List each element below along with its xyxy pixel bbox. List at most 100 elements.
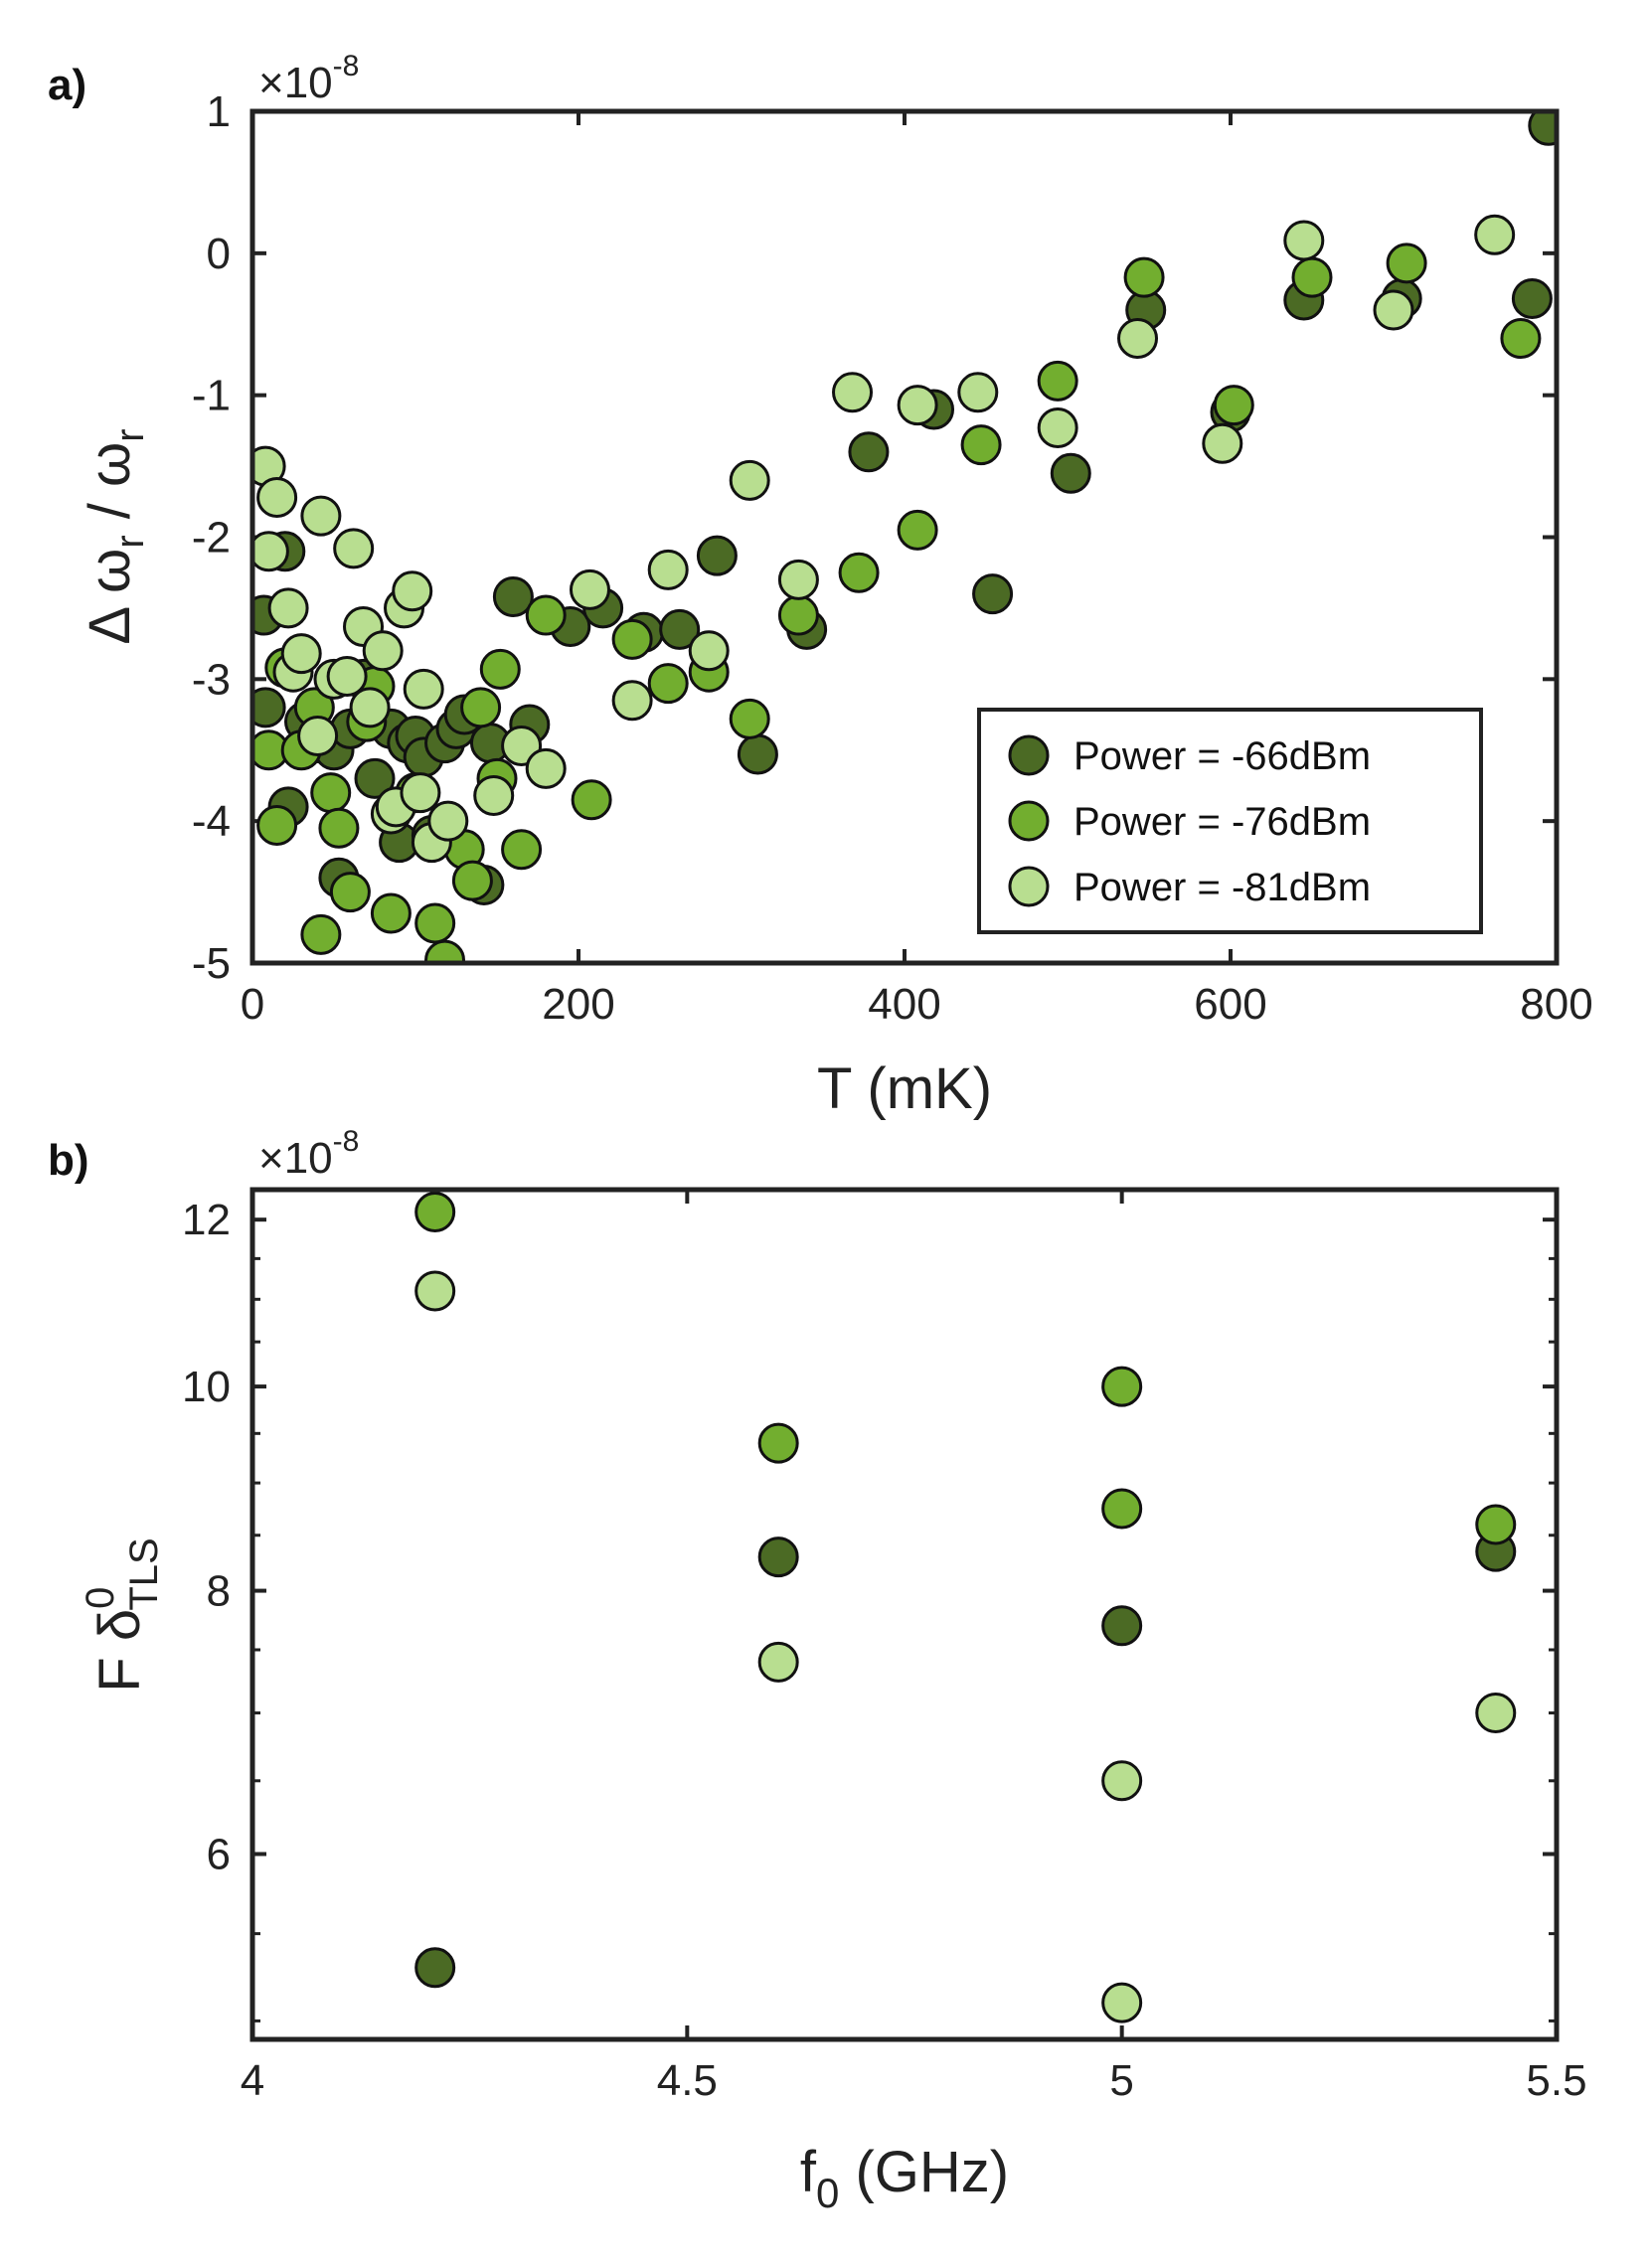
data-point xyxy=(501,829,543,871)
data-point xyxy=(1037,360,1078,402)
data-point xyxy=(611,680,653,722)
panel-b-ticks xyxy=(250,1190,1559,2039)
data-point xyxy=(729,459,770,501)
data-point xyxy=(647,663,689,705)
y-tick-label: -2 xyxy=(192,514,231,563)
data-point xyxy=(403,668,444,710)
data-point xyxy=(318,807,360,849)
x-tick-label: 0 xyxy=(241,980,264,1029)
data-point xyxy=(848,431,890,473)
data-point xyxy=(757,1422,799,1464)
svg-text:F δ0TLS: F δ0TLS xyxy=(79,1537,166,1692)
series-0 xyxy=(414,1531,1517,1989)
data-point xyxy=(1101,1982,1143,2023)
data-point xyxy=(659,608,701,650)
panel-a-exponent: ×10-8 xyxy=(258,50,359,107)
data-point xyxy=(737,733,778,775)
data-point xyxy=(252,687,286,728)
data-point xyxy=(349,687,391,728)
data-point xyxy=(897,509,938,551)
legend-marker-66dbm xyxy=(1008,734,1050,776)
data-point xyxy=(777,559,819,600)
data-point xyxy=(473,774,515,816)
data-point xyxy=(838,552,880,593)
y-tick-label: 8 xyxy=(207,1567,231,1616)
data-point xyxy=(424,939,466,963)
data-point xyxy=(611,618,653,660)
point-layer xyxy=(252,111,1557,963)
y-tick-label: -3 xyxy=(192,655,231,704)
legend-box xyxy=(977,708,1483,934)
data-point xyxy=(960,424,1002,466)
panel-a-x-axis-label: T (mK) xyxy=(817,1056,992,1121)
legend-item-76dbm: Power = -76dBm xyxy=(1008,800,1371,844)
data-point xyxy=(1373,289,1414,331)
panel-b: b) ×10-8 4 4.5 5 5.5 6 8 10 12 f0 (GHz) F δ0TL… xyxy=(48,1125,1587,2216)
data-point xyxy=(1123,256,1165,298)
y-tick-label: -4 xyxy=(192,797,231,846)
y-tick-label: 12 xyxy=(182,1196,231,1244)
y-tick-label: 1 xyxy=(207,87,231,136)
y-tick-label: 0 xyxy=(207,230,231,278)
data-point xyxy=(757,1536,799,1578)
legend-marker-81dbm xyxy=(1008,866,1050,907)
data-point xyxy=(414,1947,456,1989)
legend-marker-76dbm xyxy=(1008,800,1050,842)
legend-label-66dbm: Power = -66dBm xyxy=(1074,734,1371,778)
data-point xyxy=(525,747,567,789)
data-point xyxy=(696,535,738,576)
panel-a: a) ×10-8 0 200 400 600 800 1 0 -1 -2 -3 -4 -5 T (m… xyxy=(48,50,1593,1121)
data-point xyxy=(300,495,342,537)
data-point xyxy=(1475,1504,1517,1545)
series-2 xyxy=(414,1270,1517,2023)
data-point xyxy=(479,648,521,690)
data-point xyxy=(1101,1605,1143,1647)
panel-b-label: b) xyxy=(48,1136,89,1185)
legend-item-66dbm: Power = -66dBm xyxy=(1008,734,1371,778)
y-tick-label: 6 xyxy=(207,1830,231,1878)
data-point xyxy=(256,804,298,846)
data-point xyxy=(1213,385,1254,426)
data-point xyxy=(1202,422,1243,464)
panel-a-axes-box xyxy=(249,108,1560,966)
svg-text:Δ ωr / ωr: Δ ωr / ωr xyxy=(78,428,152,644)
panel-b-x-tick-labels: 4 4.5 5 5.5 xyxy=(241,2056,1587,2105)
data-point xyxy=(326,655,368,697)
data-point xyxy=(832,372,874,413)
data-point xyxy=(414,1270,456,1312)
panel-b-y-axis-label: F δ0TLS xyxy=(79,1537,166,1692)
data-point xyxy=(1283,220,1325,261)
data-point xyxy=(1291,256,1333,298)
data-point xyxy=(492,575,534,617)
data-point xyxy=(1528,111,1557,146)
data-point xyxy=(280,633,322,675)
data-point xyxy=(297,715,339,756)
legend-label-81dbm: Power = -81dBm xyxy=(1074,866,1371,909)
data-point xyxy=(414,902,456,944)
data-point xyxy=(1037,407,1078,449)
svg-text:×10-8: ×10-8 xyxy=(258,50,359,107)
data-point xyxy=(571,779,612,821)
x-tick-label: 5 xyxy=(1109,2056,1133,2105)
data-point xyxy=(392,570,433,612)
data-point xyxy=(1511,278,1553,320)
panel-b-points xyxy=(414,1192,1517,2023)
data-point xyxy=(300,913,342,955)
data-point xyxy=(688,630,730,672)
series-2 xyxy=(252,214,1516,864)
panel-a-x-tick-labels: 0 200 400 600 800 xyxy=(241,980,1593,1029)
series-1 xyxy=(414,1192,1517,1545)
data-point xyxy=(362,630,404,672)
data-point xyxy=(460,687,502,728)
legend-item-81dbm: Power = -81dBm xyxy=(1008,866,1371,909)
data-point xyxy=(329,872,371,913)
panel-a-legend: Power = -66dBm Power = -76dBm Power = -8… xyxy=(977,708,1483,934)
data-point xyxy=(427,800,469,842)
data-point xyxy=(647,549,689,590)
data-point xyxy=(1101,1488,1143,1530)
data-point xyxy=(1117,318,1159,360)
panel-a-label: a) xyxy=(48,61,86,109)
data-point xyxy=(525,594,567,636)
data-point xyxy=(414,1192,456,1233)
data-point xyxy=(370,892,412,934)
